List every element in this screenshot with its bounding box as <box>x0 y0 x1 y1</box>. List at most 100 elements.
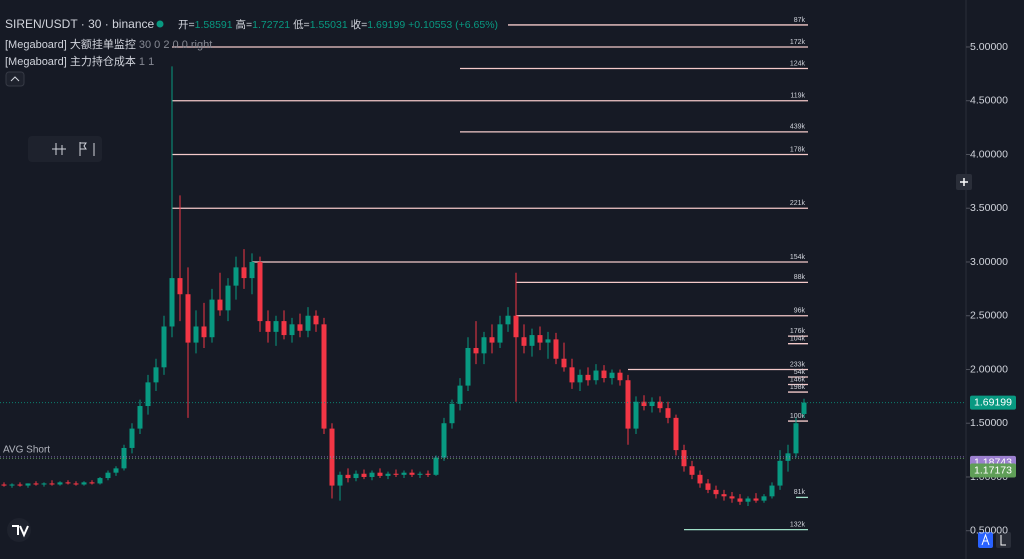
indicator-params: 1 1 <box>139 56 154 68</box>
y-tick-label: 2.50000 <box>970 310 1008 322</box>
candle-body <box>401 472 407 475</box>
ohlc-value: 1.69199 <box>367 19 405 31</box>
candle-body <box>577 374 583 383</box>
candle-body <box>249 261 255 279</box>
candle-body <box>713 489 719 495</box>
candle-body <box>153 367 159 383</box>
collapse-button[interactable] <box>5 71 25 87</box>
candle-body <box>673 417 679 451</box>
ohlc-label: 收= <box>351 18 368 31</box>
indicator[interactable]: [Megaboard] 大额挂单监控 30 0 2 0 0 right <box>5 37 212 51</box>
y-tick-label: 4.00000 <box>970 148 1008 160</box>
candle-body <box>145 382 151 407</box>
candle-body <box>665 408 671 418</box>
candle-body <box>97 478 103 484</box>
candle-body <box>417 473 423 475</box>
candle-body <box>193 326 199 343</box>
candle-body <box>729 496 735 499</box>
indicator[interactable]: [Megaboard] 主力持仓成本 1 1 <box>5 54 154 68</box>
candle-body <box>129 428 135 448</box>
candle-body <box>697 474 703 484</box>
y-tick-label: 1.50000 <box>970 417 1008 429</box>
candle-body <box>721 494 727 497</box>
candle-body <box>353 473 359 479</box>
order-level-label: 96k <box>794 308 806 315</box>
candle-body <box>433 457 439 475</box>
candle-body <box>449 403 455 424</box>
ohlc: 开=1.58591 高=1.72721 低=1.55031 收=1.69199 … <box>178 18 498 31</box>
candle-body <box>657 401 663 409</box>
order-level-label: 81k <box>794 489 806 496</box>
price-badge-label: 1.69199 <box>974 396 1012 408</box>
avg-short-label: AVG Short <box>3 444 50 455</box>
candle-body <box>257 261 263 322</box>
candle-body <box>289 324 295 336</box>
candle-body <box>537 335 543 343</box>
candle-body <box>329 428 335 486</box>
candle-body <box>25 483 31 486</box>
log-icon <box>1000 535 1006 546</box>
candle-body <box>553 339 559 359</box>
candle-body <box>33 483 39 485</box>
candle-body <box>489 337 495 343</box>
indicator-name: [Megaboard] 大额挂单监控 <box>5 37 136 51</box>
logo-mark <box>12 525 29 538</box>
order-level-label: 124k <box>790 60 806 67</box>
candle-body <box>737 498 743 502</box>
candle-body <box>1 484 7 486</box>
candle-body <box>321 324 327 429</box>
order-level-label: 54k <box>794 369 806 376</box>
candle-body <box>545 339 551 343</box>
y-tick-label: 3.00000 <box>970 256 1008 268</box>
candle-body <box>801 402 807 414</box>
candle-body <box>585 374 591 381</box>
candle-body <box>569 367 575 383</box>
candle-body <box>201 326 207 338</box>
candle-body <box>41 483 47 485</box>
add-icon <box>960 178 968 186</box>
ohlc-label: 低= <box>293 18 310 31</box>
order-level-label: 87k <box>794 17 806 24</box>
candle-body <box>593 370 599 381</box>
order-level-label: 198k <box>790 384 806 391</box>
candle-body <box>377 472 383 476</box>
y-tick-label: 3.50000 <box>970 202 1008 214</box>
candle-body <box>337 474 343 486</box>
candle-body <box>65 482 71 484</box>
candle-body <box>105 472 111 479</box>
candle-body <box>601 370 607 379</box>
candle-body <box>425 473 431 475</box>
candle-body <box>9 484 15 486</box>
candle-body <box>641 401 647 407</box>
ohlc-label: 开= <box>178 19 195 31</box>
candle-body <box>521 337 527 346</box>
candle-body <box>473 347 479 354</box>
candle-body <box>785 453 791 461</box>
log-scale-button[interactable] <box>996 532 1011 548</box>
ohlc-label: 高= <box>236 18 253 31</box>
change: +0.10553 (+6.65%) <box>408 19 498 31</box>
candle-body <box>369 472 375 477</box>
auto-scale-button[interactable] <box>978 532 993 548</box>
order-level-label: 132k <box>790 521 806 528</box>
order-level-label: 88k <box>794 274 806 281</box>
auto-icon <box>981 533 990 546</box>
candle-body <box>113 468 119 473</box>
candle-body <box>241 267 247 279</box>
order-level-label: 176k <box>790 328 806 335</box>
order-level-label: 221k <box>790 200 806 207</box>
candle-body <box>529 335 535 346</box>
price-badge <box>970 463 1016 478</box>
candle-body <box>385 473 391 476</box>
candle-body <box>177 278 183 295</box>
candle-body <box>137 406 143 429</box>
toolbar-icons[interactable] <box>52 142 95 156</box>
candle-body <box>441 423 447 458</box>
candle-body <box>705 483 711 490</box>
order-level-label: 154k <box>790 254 806 261</box>
candle-body <box>81 482 87 485</box>
indicator-params: 30 0 2 0 0 right <box>139 39 212 51</box>
